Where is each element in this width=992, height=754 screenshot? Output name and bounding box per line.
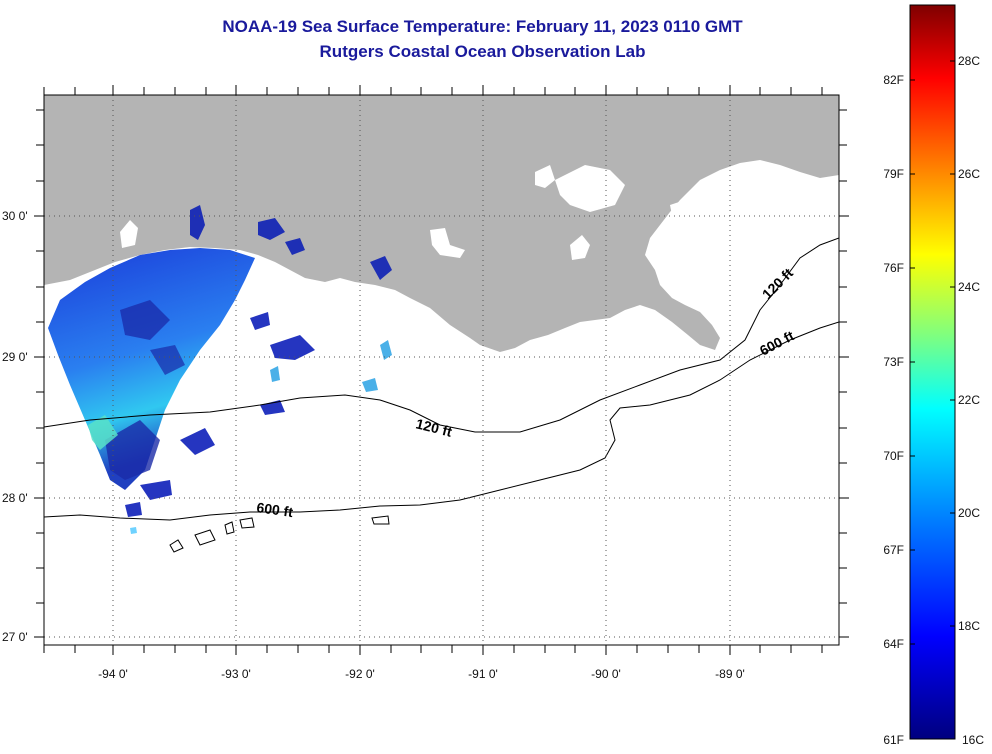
colorbar-f-67: 67F (883, 543, 904, 557)
contour-120ft (44, 237, 839, 433)
lake (120, 220, 138, 248)
lon-label-92: -92 0' (345, 667, 375, 681)
lon-label-93: -93 0' (221, 667, 251, 681)
colorbar (909, 4, 956, 740)
lon-label-90: -90 0' (591, 667, 621, 681)
map-subtitle: Rutgers Coastal Ocean Observation Lab (319, 42, 646, 61)
contour-label-600-a: 600 ft (256, 499, 295, 520)
axis-ticks (34, 85, 849, 655)
lake (670, 195, 720, 240)
colorbar-c-26: 26C (958, 167, 980, 181)
lake (430, 228, 465, 258)
lake (570, 235, 590, 260)
colorbar-f-61: 61F (883, 733, 904, 747)
colorbar-f-79: 79F (883, 167, 904, 181)
contour-600ft (44, 321, 839, 521)
lat-label-27: 27 0' (2, 630, 28, 644)
graticule (44, 95, 839, 645)
colorbar-c-20: 20C (958, 506, 980, 520)
lon-label-94: -94 0' (98, 667, 128, 681)
lon-label-91: -91 0' (468, 667, 498, 681)
colorbar-ticks (910, 60, 955, 645)
map-frame (43, 94, 840, 646)
lake (535, 165, 555, 188)
colorbar-c-16: 16C (962, 733, 984, 747)
colorbar-f-76: 76F (883, 261, 904, 275)
land-mass (44, 95, 839, 352)
colorbar-f-64: 64F (883, 637, 904, 651)
lake (555, 165, 625, 212)
colorbar-f-70: 70F (883, 449, 904, 463)
map-area (44, 95, 839, 645)
lat-label-28: 28 0' (2, 491, 28, 505)
colorbar-f-73: 73F (883, 355, 904, 369)
colorbar-c-22: 22C (958, 393, 980, 407)
colorbar-c-24: 24C (958, 280, 980, 294)
lat-label-29: 29 0' (2, 350, 28, 364)
map-title: NOAA-19 Sea Surface Temperature: Februar… (222, 17, 743, 36)
colorbar-f-82: 82F (883, 73, 904, 87)
lat-label-30: 30 0' (2, 209, 28, 223)
lon-label-89: -89 0' (715, 667, 745, 681)
colorbar-c-18: 18C (958, 619, 980, 633)
colorbar-c-28: 28C (958, 54, 980, 68)
lake (735, 180, 839, 265)
